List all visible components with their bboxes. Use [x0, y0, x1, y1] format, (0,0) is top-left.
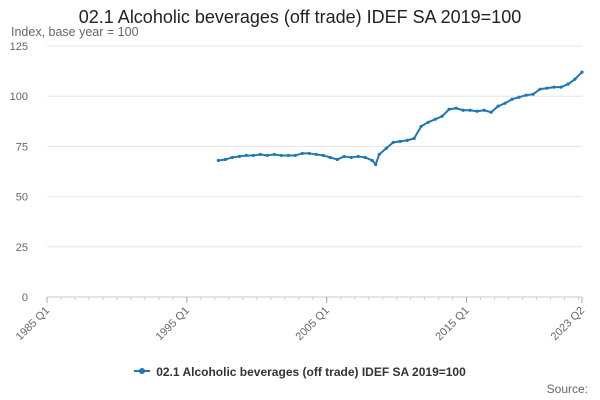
data-point — [265, 153, 269, 158]
data-point — [363, 155, 367, 160]
data-point — [510, 97, 514, 101]
data-point — [370, 158, 374, 163]
y-tick-label: 25 — [16, 242, 28, 254]
data-point — [293, 153, 297, 158]
data-point — [454, 106, 458, 110]
source-label: Source: — [546, 382, 588, 396]
data-point — [314, 152, 318, 157]
data-point — [496, 104, 500, 108]
series-layer — [216, 70, 584, 167]
y-tick-label: 50 — [16, 192, 28, 204]
x-tick-label: 2015 Q1 — [433, 305, 471, 343]
data-point — [482, 108, 486, 112]
data-point — [468, 108, 472, 112]
x-tick-label: 2005 Q1 — [294, 305, 332, 343]
data-point — [342, 154, 346, 159]
y-tick-label: 100 — [10, 91, 28, 103]
data-point — [580, 70, 584, 74]
data-point — [244, 153, 248, 158]
data-point — [489, 110, 493, 114]
data-point — [258, 152, 262, 157]
data-point — [356, 154, 360, 159]
data-point — [251, 153, 255, 158]
data-point — [440, 114, 444, 118]
data-point — [503, 101, 507, 105]
data-point — [426, 120, 430, 124]
data-point — [447, 107, 451, 111]
x-tick-label: 2023 Q2 — [549, 305, 587, 343]
data-point — [374, 162, 378, 167]
data-point — [419, 124, 423, 128]
data-point — [573, 77, 577, 81]
data-point — [552, 85, 556, 89]
data-point — [223, 157, 227, 162]
data-point — [461, 108, 465, 112]
y-tick-label: 125 — [10, 41, 28, 53]
data-point — [279, 153, 283, 158]
data-point — [433, 117, 437, 121]
legend-swatch-icon — [134, 367, 151, 374]
gridlines — [47, 45, 582, 248]
series-line — [217, 71, 583, 166]
data-point — [405, 138, 409, 142]
data-point — [216, 158, 220, 163]
data-point — [545, 86, 549, 90]
y-axis-label: Index, base year = 100 — [11, 25, 139, 39]
y-tick-label: 0 — [22, 292, 28, 304]
data-point — [349, 155, 353, 160]
data-point — [335, 157, 339, 162]
data-point — [377, 152, 381, 157]
legend[interactable]: 02.1 Alcoholic beverages (off trade) IDE… — [0, 365, 600, 379]
data-point — [559, 85, 563, 89]
chart-title: 02.1 Alcoholic beverages (off trade) IDE… — [78, 7, 522, 27]
data-point — [538, 87, 542, 91]
data-point — [286, 153, 290, 158]
data-point — [524, 93, 528, 97]
data-point — [237, 154, 241, 159]
x-tick-label: 1985 Q1 — [14, 305, 52, 343]
data-point — [566, 82, 570, 86]
data-point — [475, 109, 479, 113]
data-point — [391, 140, 395, 144]
legend-label: 02.1 Alcoholic beverages (off trade) IDE… — [156, 365, 466, 379]
y-tick-label: 75 — [16, 141, 28, 153]
data-point — [300, 151, 304, 156]
data-point — [307, 151, 311, 156]
data-point — [412, 136, 416, 140]
data-point — [321, 153, 325, 158]
data-point — [398, 139, 402, 143]
data-point — [230, 155, 234, 160]
x-tick-label: 1995 Q1 — [154, 305, 192, 343]
data-point — [328, 155, 332, 160]
data-point — [517, 95, 521, 99]
data-point — [272, 152, 276, 157]
data-point — [531, 92, 535, 96]
data-point — [384, 146, 388, 151]
axes: 0 25 50 75 100 125 1985 Q1 1995 Q1 2005 Q1 2015 Q… — [10, 41, 587, 343]
